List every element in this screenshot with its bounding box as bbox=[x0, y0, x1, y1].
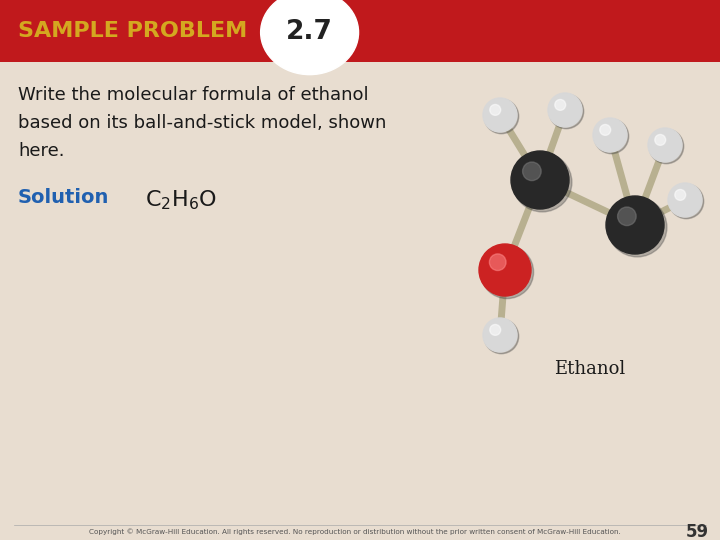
Text: Ethanol: Ethanol bbox=[554, 360, 626, 378]
Circle shape bbox=[675, 190, 685, 200]
Circle shape bbox=[669, 184, 703, 219]
Text: Copyright © McGraw-Hill Education. All rights reserved. No reproduction or distr: Copyright © McGraw-Hill Education. All r… bbox=[89, 529, 621, 535]
Circle shape bbox=[483, 98, 517, 132]
Circle shape bbox=[606, 196, 664, 254]
Text: based on its ball-and-stick model, shown: based on its ball-and-stick model, shown bbox=[18, 114, 387, 132]
Circle shape bbox=[618, 207, 636, 226]
Circle shape bbox=[555, 99, 566, 110]
Text: 2.7: 2.7 bbox=[286, 19, 333, 45]
Text: $\mathregular{C_2H_6O}$: $\mathregular{C_2H_6O}$ bbox=[145, 188, 217, 212]
Circle shape bbox=[648, 128, 682, 162]
Circle shape bbox=[490, 325, 500, 335]
Circle shape bbox=[600, 124, 611, 136]
Circle shape bbox=[548, 93, 582, 127]
Text: Solution: Solution bbox=[18, 188, 109, 207]
Text: here.: here. bbox=[18, 142, 65, 160]
Circle shape bbox=[668, 183, 702, 217]
Circle shape bbox=[594, 119, 629, 154]
Circle shape bbox=[549, 94, 584, 129]
Ellipse shape bbox=[261, 0, 359, 75]
Circle shape bbox=[484, 319, 518, 354]
Text: Write the molecular formula of ethanol: Write the molecular formula of ethanol bbox=[18, 86, 369, 104]
Bar bbox=[0, 0, 720, 62]
Circle shape bbox=[479, 244, 531, 296]
Circle shape bbox=[523, 162, 541, 180]
Circle shape bbox=[513, 153, 572, 212]
Circle shape bbox=[484, 99, 518, 134]
Text: 59: 59 bbox=[685, 523, 708, 540]
Circle shape bbox=[608, 198, 667, 257]
Circle shape bbox=[593, 118, 627, 152]
Circle shape bbox=[483, 318, 517, 352]
Circle shape bbox=[654, 134, 666, 145]
Circle shape bbox=[490, 254, 506, 271]
Circle shape bbox=[649, 129, 684, 164]
Text: SAMPLE PROBLEM: SAMPLE PROBLEM bbox=[18, 21, 247, 41]
Circle shape bbox=[480, 246, 534, 299]
Circle shape bbox=[511, 151, 569, 209]
Circle shape bbox=[490, 104, 500, 116]
